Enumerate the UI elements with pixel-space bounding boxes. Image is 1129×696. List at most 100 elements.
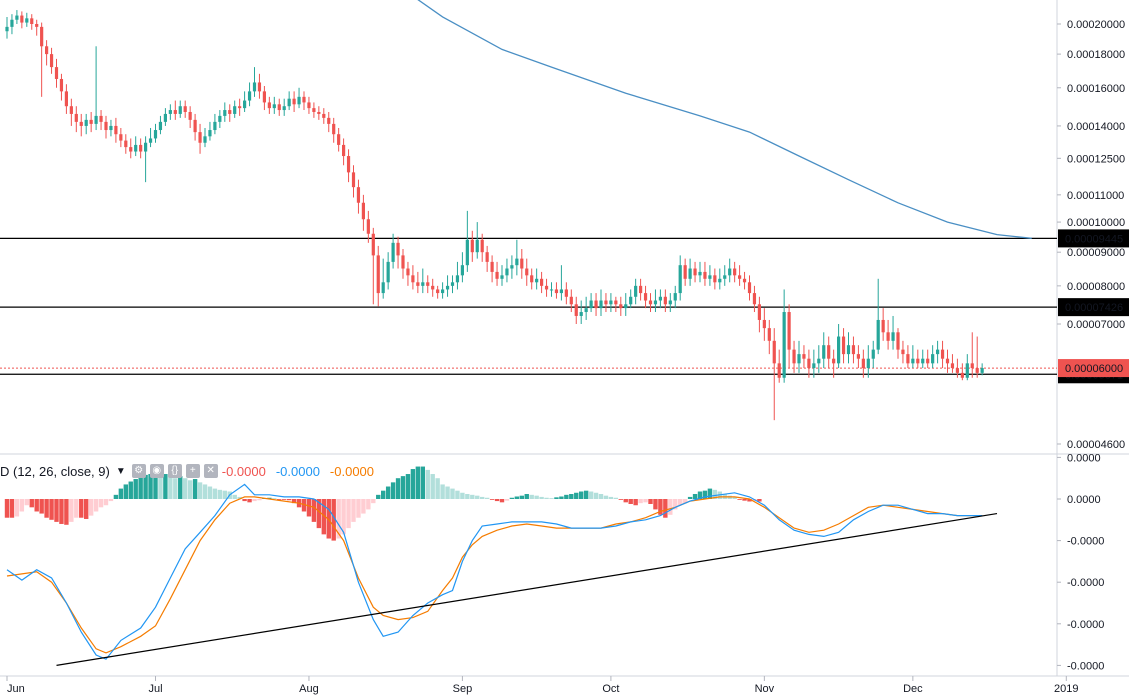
macd-histogram-bar bbox=[356, 499, 361, 518]
macd-histogram-bar bbox=[653, 499, 658, 510]
candle-body bbox=[609, 300, 613, 305]
candle-body bbox=[599, 300, 603, 309]
macd-histogram-bar bbox=[153, 473, 158, 499]
macd-histogram-bar bbox=[390, 482, 396, 499]
macd-histogram-bar bbox=[668, 499, 673, 515]
macd-histogram-bar bbox=[425, 469, 430, 499]
macd-histogram-bar bbox=[252, 499, 257, 502]
candle-body bbox=[648, 300, 653, 305]
macd-histogram-bar bbox=[445, 486, 450, 499]
candle-body bbox=[495, 271, 499, 279]
macd-histogram-bar bbox=[69, 499, 74, 522]
candle-body bbox=[480, 239, 484, 253]
candle-body bbox=[450, 282, 455, 286]
candle-body bbox=[40, 26, 44, 47]
candle-body bbox=[554, 289, 559, 294]
macd-histogram-bar bbox=[39, 499, 44, 514]
candle-body bbox=[896, 332, 900, 350]
macd-histogram-bar bbox=[633, 499, 638, 506]
eye-icon[interactable]: ◉ bbox=[149, 464, 164, 478]
macd-histogram-bar bbox=[49, 499, 54, 520]
candle-body bbox=[530, 275, 534, 283]
chevron-down-icon[interactable]: ▼ bbox=[115, 465, 126, 477]
candle-body bbox=[579, 312, 583, 316]
settings-icon[interactable]: ⚙ bbox=[131, 464, 146, 478]
macd-histogram-bar bbox=[395, 478, 401, 499]
candle-body bbox=[69, 106, 73, 114]
candle-body bbox=[356, 187, 361, 203]
price-tick-label: 0.00007000 bbox=[1067, 319, 1125, 331]
candle-body bbox=[228, 110, 232, 114]
last-price-label: 0.00006000 bbox=[1065, 363, 1123, 375]
candle-body bbox=[846, 345, 851, 355]
candle-body bbox=[827, 345, 831, 359]
candle-body bbox=[208, 130, 212, 137]
macd-tick-label: -0.0000 bbox=[1067, 619, 1104, 631]
candle-body bbox=[15, 15, 19, 20]
candle-body bbox=[574, 304, 578, 316]
price-tick-label: 0.00011000 bbox=[1067, 190, 1124, 202]
candle-body bbox=[431, 285, 435, 290]
candle-body bbox=[441, 289, 445, 294]
macd-histogram-bar bbox=[163, 474, 168, 499]
candle-body bbox=[10, 19, 14, 27]
candle-body bbox=[505, 268, 509, 276]
macd-histogram-bar bbox=[598, 494, 604, 499]
candle-body bbox=[54, 67, 59, 79]
candle-body bbox=[624, 304, 628, 309]
source-code-icon[interactable]: {} bbox=[167, 464, 182, 478]
macd-trendline bbox=[56, 512, 998, 666]
candle-body bbox=[540, 278, 544, 286]
macd-histogram-bar bbox=[267, 497, 272, 499]
candle-body bbox=[678, 265, 682, 294]
candle-body bbox=[426, 282, 430, 286]
candle-body bbox=[936, 349, 940, 355]
macd-histogram-bar bbox=[212, 488, 218, 499]
macd-histogram-bar bbox=[326, 499, 331, 539]
macd-histogram-bar bbox=[757, 499, 762, 502]
candle-body bbox=[703, 271, 707, 279]
add-icon[interactable]: + bbox=[185, 464, 200, 478]
candle-body bbox=[975, 368, 979, 373]
candle-body bbox=[366, 219, 370, 234]
price-tick-label: 0.00009000 bbox=[1067, 247, 1125, 259]
candle-body bbox=[119, 134, 123, 141]
macd-histogram-bar bbox=[638, 499, 643, 504]
macd-histogram-bar bbox=[465, 494, 470, 499]
candle-body bbox=[30, 18, 34, 24]
macd-histogram-bar bbox=[118, 488, 124, 499]
macd-histogram-bar bbox=[113, 494, 119, 499]
macd-histogram-bar bbox=[232, 494, 237, 499]
macd-histogram-bar bbox=[564, 494, 569, 499]
macd-histogram-bar bbox=[133, 479, 138, 499]
macd-line bbox=[6, 483, 983, 660]
macd-histogram-bar bbox=[336, 499, 341, 539]
macd-histogram-bar bbox=[613, 497, 619, 499]
macd-histogram-bar bbox=[539, 496, 544, 499]
candle-body bbox=[267, 102, 271, 109]
price-tick-label: 0.00014000 bbox=[1067, 121, 1125, 133]
macd-histogram-bar bbox=[301, 499, 307, 512]
macd-histogram-bar bbox=[440, 484, 445, 499]
signal-value: -0.0000 bbox=[275, 463, 320, 479]
macd-histogram-bar bbox=[202, 484, 208, 499]
macd-histogram-bar bbox=[321, 499, 326, 535]
candle-body bbox=[742, 278, 747, 283]
time-tick-label: Dec bbox=[903, 683, 923, 695]
close-icon[interactable]: ✕ bbox=[203, 464, 218, 478]
candle-body bbox=[965, 363, 969, 378]
candle-body bbox=[693, 268, 697, 276]
macd-histogram-bar bbox=[707, 488, 713, 499]
macd-tick-label: -0.0000 bbox=[1067, 577, 1104, 589]
macd-histogram-bar bbox=[435, 478, 440, 499]
macd-histogram-bar bbox=[475, 495, 480, 499]
time-tick-label: Nov bbox=[755, 683, 775, 695]
candle-body bbox=[406, 268, 410, 276]
candle-body bbox=[772, 340, 776, 364]
candle-body bbox=[668, 300, 672, 305]
candle-body bbox=[653, 300, 658, 305]
macd-histogram-bar bbox=[311, 499, 317, 522]
candle-body bbox=[455, 275, 460, 283]
candle-body bbox=[282, 106, 286, 111]
